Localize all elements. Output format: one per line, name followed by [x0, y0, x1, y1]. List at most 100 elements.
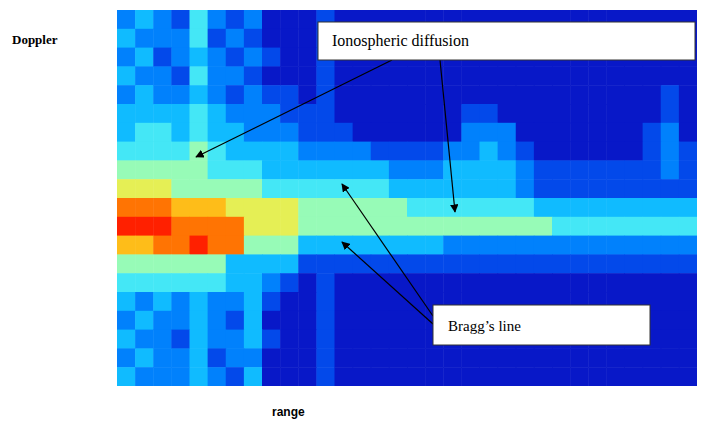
- heatmap-cell: [480, 66, 499, 85]
- heatmap-cell: [208, 311, 227, 330]
- heatmap-cell: [389, 104, 408, 123]
- heatmap-cell: [661, 160, 680, 179]
- heatmap-cell: [335, 160, 354, 179]
- heatmap-cell: [625, 198, 644, 217]
- heatmap-cell: [208, 104, 227, 123]
- heatmap-cell: [190, 367, 209, 386]
- heatmap-cell: [606, 236, 625, 255]
- heatmap-cell: [606, 198, 625, 217]
- heatmap-cell: [570, 142, 589, 161]
- heatmap-cell: [298, 123, 317, 142]
- heatmap-cell: [280, 254, 299, 273]
- heatmap-cell: [425, 367, 444, 386]
- heatmap-cell: [171, 142, 190, 161]
- heatmap-cell: [498, 367, 517, 386]
- heatmap-cell: [425, 179, 444, 198]
- heatmap-cell: [606, 160, 625, 179]
- heatmap-cell: [480, 142, 499, 161]
- heatmap-cell: [135, 10, 154, 29]
- heatmap-cell: [552, 179, 571, 198]
- heatmap-cell: [135, 236, 154, 255]
- heatmap-cell: [661, 198, 680, 217]
- heatmap-cell: [661, 367, 680, 386]
- heatmap-cell: [679, 142, 697, 161]
- heatmap-cell: [480, 367, 499, 386]
- heatmap-cell: [679, 254, 697, 273]
- heatmap-cell: [552, 367, 571, 386]
- heatmap-cell: [570, 254, 589, 273]
- heatmap-cell: [190, 160, 209, 179]
- heatmap-cell: [171, 179, 190, 198]
- heatmap-cell: [534, 273, 553, 292]
- heatmap-cell: [534, 217, 553, 236]
- heatmap-cell: [534, 142, 553, 161]
- heatmap-cell: [588, 85, 607, 104]
- heatmap-cell: [153, 104, 172, 123]
- heatmap-cell: [117, 85, 136, 104]
- heatmap-cell: [226, 160, 245, 179]
- heatmap-cell: [353, 348, 372, 367]
- heatmap-cell: [461, 123, 480, 142]
- heatmap-cell: [298, 48, 317, 67]
- heatmap-cell: [389, 236, 408, 255]
- heatmap-cell: [606, 273, 625, 292]
- heatmap-cell: [516, 348, 535, 367]
- heatmap-cell: [679, 104, 697, 123]
- heatmap-cell: [208, 254, 227, 273]
- heatmap-cell: [661, 273, 680, 292]
- heatmap-cell: [407, 367, 426, 386]
- heatmap-cell: [353, 330, 372, 349]
- heatmap-cell: [244, 236, 263, 255]
- heatmap-cell: [244, 273, 263, 292]
- heatmap-cell: [443, 236, 462, 255]
- heatmap-cell: [171, 85, 190, 104]
- heatmap-cell: [407, 160, 426, 179]
- heatmap-cell: [117, 348, 136, 367]
- heatmap-cell: [679, 292, 697, 311]
- heatmap-cell: [425, 217, 444, 236]
- heatmap-cell: [570, 179, 589, 198]
- heatmap-cell: [425, 104, 444, 123]
- heatmap-cell: [498, 254, 517, 273]
- heatmap-cell: [552, 198, 571, 217]
- heatmap-cell: [389, 330, 408, 349]
- heatmap-cell: [461, 85, 480, 104]
- heatmap-cell: [190, 10, 209, 29]
- heatmap-cell: [661, 348, 680, 367]
- heatmap-cell: [661, 236, 680, 255]
- heatmap-cell: [226, 367, 245, 386]
- heatmap-cell: [353, 85, 372, 104]
- heatmap-cell: [226, 104, 245, 123]
- heatmap-cell: [516, 160, 535, 179]
- heatmap-cell: [171, 348, 190, 367]
- heatmap-cell: [280, 236, 299, 255]
- heatmap-cell: [679, 330, 697, 349]
- heatmap-cell: [298, 348, 317, 367]
- heatmap-cell: [208, 160, 227, 179]
- heatmap-cell: [262, 29, 281, 48]
- heatmap-cell: [280, 273, 299, 292]
- heatmap-cell: [135, 66, 154, 85]
- heatmap-cell: [625, 348, 644, 367]
- heatmap-cell: [262, 179, 281, 198]
- heatmap-cell: [606, 348, 625, 367]
- heatmap-cell: [570, 217, 589, 236]
- heatmap-cell: [171, 254, 190, 273]
- heatmap-cell: [498, 123, 517, 142]
- heatmap-cell: [316, 179, 335, 198]
- heatmap-cell: [679, 217, 697, 236]
- heatmap-cell: [389, 142, 408, 161]
- heatmap-cell: [280, 29, 299, 48]
- heatmap-cell: [316, 198, 335, 217]
- heatmap-cell: [226, 198, 245, 217]
- heatmap-cell: [117, 10, 136, 29]
- heatmap-cell: [171, 10, 190, 29]
- heatmap-cell: [335, 292, 354, 311]
- heatmap-cell: [425, 142, 444, 161]
- heatmap-cell: [534, 160, 553, 179]
- heatmap-cell: [353, 104, 372, 123]
- heatmap-cell: [679, 273, 697, 292]
- heatmap-cell: [661, 311, 680, 330]
- heatmap-cell: [280, 348, 299, 367]
- heatmap-cell: [606, 179, 625, 198]
